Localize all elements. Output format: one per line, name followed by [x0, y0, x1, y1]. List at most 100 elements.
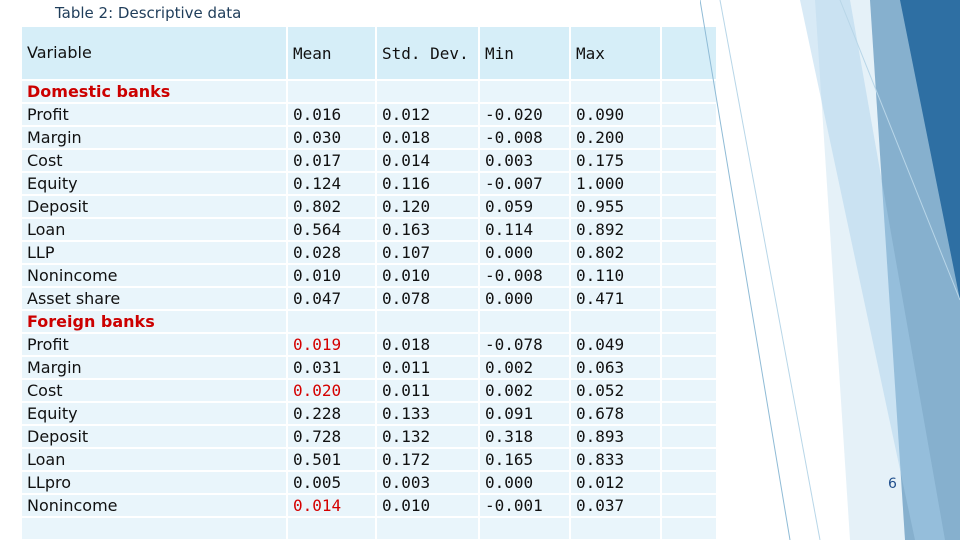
cell-mean: 0.030	[286, 125, 377, 150]
cell-variable: Margin	[20, 125, 288, 150]
cell-min	[478, 309, 571, 334]
cell-min: 0.000	[478, 286, 571, 311]
header-max: Max	[569, 25, 662, 81]
cell-std-dev: 0.172	[375, 447, 480, 472]
cell-std-dev: 0.116	[375, 171, 480, 196]
table-header-row: Variable Mean Std. Dev. Min Max	[20, 25, 716, 81]
cell-min: 0.318	[478, 424, 571, 449]
cell-variable: Equity	[20, 171, 288, 196]
cell-spacer	[660, 286, 716, 311]
cell-max: 0.833	[569, 447, 662, 472]
cell-std-dev: 0.018	[375, 125, 480, 150]
descriptive-data-table: Variable Mean Std. Dev. Min Max Domestic…	[20, 25, 716, 541]
header-variable: Variable	[20, 25, 288, 81]
cell-mean: 0.019	[286, 332, 377, 357]
cell-std-dev: 0.003	[375, 470, 480, 495]
cell-std-dev: 0.010	[375, 263, 480, 288]
cell-mean: 0.016	[286, 102, 377, 127]
cell-std-dev: 0.011	[375, 355, 480, 380]
cell-variable: Margin	[20, 355, 288, 380]
header-std-dev: Std. Dev.	[375, 25, 480, 81]
facet-light	[815, 0, 960, 540]
cell-max: 0.678	[569, 401, 662, 426]
cell-mean: 0.020	[286, 378, 377, 403]
cell-min: 0.000	[478, 240, 571, 265]
table-row: Cost 0.020 0.011 0.002 0.052	[20, 378, 716, 403]
cell-spacer	[660, 263, 716, 288]
cell-std-dev: 0.014	[375, 148, 480, 173]
cell-variable: Loan	[20, 447, 288, 472]
facet-line-2	[719, 0, 821, 540]
cell-variable: Equity	[20, 401, 288, 426]
cell-min: -0.078	[478, 332, 571, 357]
cell-variable: Deposit	[20, 194, 288, 219]
cell-variable: Deposit	[20, 424, 288, 449]
page-number: 6	[888, 476, 897, 492]
cell-min: 0.002	[478, 378, 571, 403]
header-min: Min	[478, 25, 571, 81]
cell-mean: 0.005	[286, 470, 377, 495]
cell-std-dev: 0.078	[375, 286, 480, 311]
cell-variable: Nonincome	[20, 493, 288, 518]
cell-mean: 0.031	[286, 355, 377, 380]
cell-mean	[286, 516, 377, 541]
cell-variable: Cost	[20, 148, 288, 173]
cell-std-dev: 0.011	[375, 378, 480, 403]
group-header-row: Foreign banks	[20, 309, 716, 334]
cell-min: -0.007	[478, 171, 571, 196]
cell-max	[569, 516, 662, 541]
cell-std-dev: 0.107	[375, 240, 480, 265]
cell-variable: Loan	[20, 217, 288, 242]
table-row: LLP 0.028 0.107 0.000 0.802	[20, 240, 716, 265]
cell-variable: Foreign banks	[20, 309, 288, 334]
cell-min: 0.165	[478, 447, 571, 472]
table-row: Cost 0.017 0.014 0.003 0.175	[20, 148, 716, 173]
cell-variable: Nonincome	[20, 263, 288, 288]
cell-std-dev: 0.132	[375, 424, 480, 449]
table-row: LLpro 0.005 0.003 0.000 0.012	[20, 470, 716, 495]
decorative-facets	[700, 0, 960, 540]
cell-variable: Cost	[20, 378, 288, 403]
cell-std-dev	[375, 516, 480, 541]
cell-min: 0.002	[478, 355, 571, 380]
cell-spacer	[660, 148, 716, 173]
cell-mean: 0.047	[286, 286, 377, 311]
table-row: Loan 0.501 0.172 0.165 0.833	[20, 447, 716, 472]
table-row: Profit 0.019 0.018 -0.078 0.049	[20, 332, 716, 357]
cell-max	[569, 309, 662, 334]
table-row: Equity 0.228 0.133 0.091 0.678	[20, 401, 716, 426]
descriptive-data-table-container: Variable Mean Std. Dev. Min Max Domestic…	[20, 25, 716, 545]
cell-mean: 0.564	[286, 217, 377, 242]
cell-max: 0.893	[569, 424, 662, 449]
table-row: Loan 0.564 0.163 0.114 0.892	[20, 217, 716, 242]
cell-spacer	[660, 240, 716, 265]
cell-spacer	[660, 79, 716, 104]
cell-max: 0.090	[569, 102, 662, 127]
cell-max: 0.049	[569, 332, 662, 357]
cell-std-dev	[375, 309, 480, 334]
cell-spacer	[660, 309, 716, 334]
table-row: Margin 0.031 0.011 0.002 0.063	[20, 355, 716, 380]
cell-variable: Profit	[20, 332, 288, 357]
table-caption: Table 2: Descriptive data	[55, 4, 242, 22]
cell-max: 0.802	[569, 240, 662, 265]
cell-max: 0.063	[569, 355, 662, 380]
table-row: Profit 0.016 0.012 -0.020 0.090	[20, 102, 716, 127]
cell-spacer	[660, 516, 716, 541]
table-row: Deposit 0.728 0.132 0.318 0.893	[20, 424, 716, 449]
cell-min: 0.091	[478, 401, 571, 426]
cell-mean: 0.014	[286, 493, 377, 518]
cell-spacer	[660, 102, 716, 127]
cell-spacer	[660, 355, 716, 380]
cell-min: -0.020	[478, 102, 571, 127]
cell-variable	[20, 516, 288, 541]
cell-variable: Profit	[20, 102, 288, 127]
cell-min: -0.008	[478, 263, 571, 288]
facet-mid	[800, 0, 945, 540]
cell-max: 0.471	[569, 286, 662, 311]
cell-mean: 0.228	[286, 401, 377, 426]
cell-max: 0.110	[569, 263, 662, 288]
table-row: Equity 0.124 0.116 -0.007 1.000	[20, 171, 716, 196]
cell-max: 0.012	[569, 470, 662, 495]
cell-variable: LLP	[20, 240, 288, 265]
